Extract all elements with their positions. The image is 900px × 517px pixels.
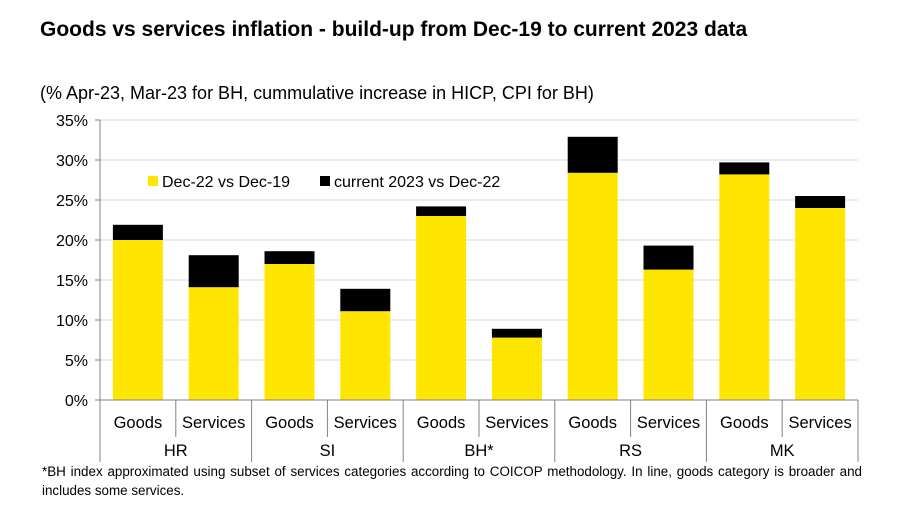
legend: Dec-22 vs Dec-19 current 2023 vs Dec-22: [148, 174, 500, 191]
bar-current-2023-vs-dec22: [719, 162, 770, 175]
bar-current-2023-vs-dec22: [567, 136, 618, 173]
x-category-label: Services: [334, 414, 397, 432]
legend-label-current-2023: current 2023 vs Dec-22: [334, 174, 500, 191]
legend-swatch-current-2023: [320, 176, 330, 186]
bar-dec22-vs-dec19: [795, 208, 846, 400]
bar-dec22-vs-dec19: [567, 172, 618, 400]
bar-dec22-vs-dec19: [340, 311, 391, 400]
x-category-label: Services: [637, 414, 700, 432]
bar-dec22-vs-dec19: [188, 287, 239, 400]
x-category-label: Goods: [265, 414, 314, 432]
x-group-label: SI: [320, 442, 336, 460]
bar-current-2023-vs-dec22: [643, 245, 694, 270]
bar-dec22-vs-dec19: [719, 174, 770, 400]
axes: 0% 5% 10% 15% 20% 25% 30% 35% Goods Services Goods…: [56, 113, 859, 462]
x-group-label: BH*: [464, 442, 494, 460]
y-tick-label: 20%: [56, 233, 88, 250]
bar-current-2023-vs-dec22: [188, 255, 239, 288]
y-tick-label: 25%: [56, 193, 88, 210]
bar-current-2023-vs-dec22: [112, 224, 163, 240]
bar-current-2023-vs-dec22: [416, 206, 467, 216]
bar-dec22-vs-dec19: [491, 337, 542, 400]
x-group-label: MK: [770, 442, 795, 460]
y-tick-label: 30%: [56, 153, 88, 170]
x-group-label: RS: [619, 442, 642, 460]
x-category-label: Goods: [114, 414, 163, 432]
bar-current-2023-vs-dec22: [795, 196, 846, 208]
bar-dec22-vs-dec19: [416, 216, 467, 400]
y-tick-label: 35%: [56, 113, 88, 130]
chart-subtitle: (% Apr-23, Mar-23 for BH, cummulative in…: [40, 83, 594, 103]
bar-dec22-vs-dec19: [643, 269, 694, 400]
x-category-label: Goods: [417, 414, 466, 432]
y-tick-label: 0%: [65, 393, 88, 410]
bar-current-2023-vs-dec22: [340, 288, 391, 312]
bar-dec22-vs-dec19: [112, 240, 163, 400]
x-category-label: Services: [788, 414, 851, 432]
bar-current-2023-vs-dec22: [491, 328, 542, 338]
y-tick-label: 5%: [65, 353, 88, 370]
legend-swatch-dec22: [148, 176, 158, 186]
y-tick-label: 10%: [56, 313, 88, 330]
legend-label-dec22: Dec-22 vs Dec-19: [162, 174, 290, 191]
bar-current-2023-vs-dec22: [264, 251, 315, 264]
bars: [112, 136, 846, 400]
x-category-label: Services: [182, 414, 245, 432]
x-category-label: Services: [485, 414, 548, 432]
x-category-label: Goods: [720, 414, 769, 432]
chart-title: Goods vs services inflation - build-up f…: [40, 18, 748, 41]
x-category-label: Goods: [568, 414, 617, 432]
footnote: *BH index approximated using subset of s…: [42, 464, 862, 498]
bar-dec22-vs-dec19: [264, 264, 315, 400]
y-tick-label: 15%: [56, 273, 88, 290]
x-group-label: HR: [164, 442, 188, 460]
